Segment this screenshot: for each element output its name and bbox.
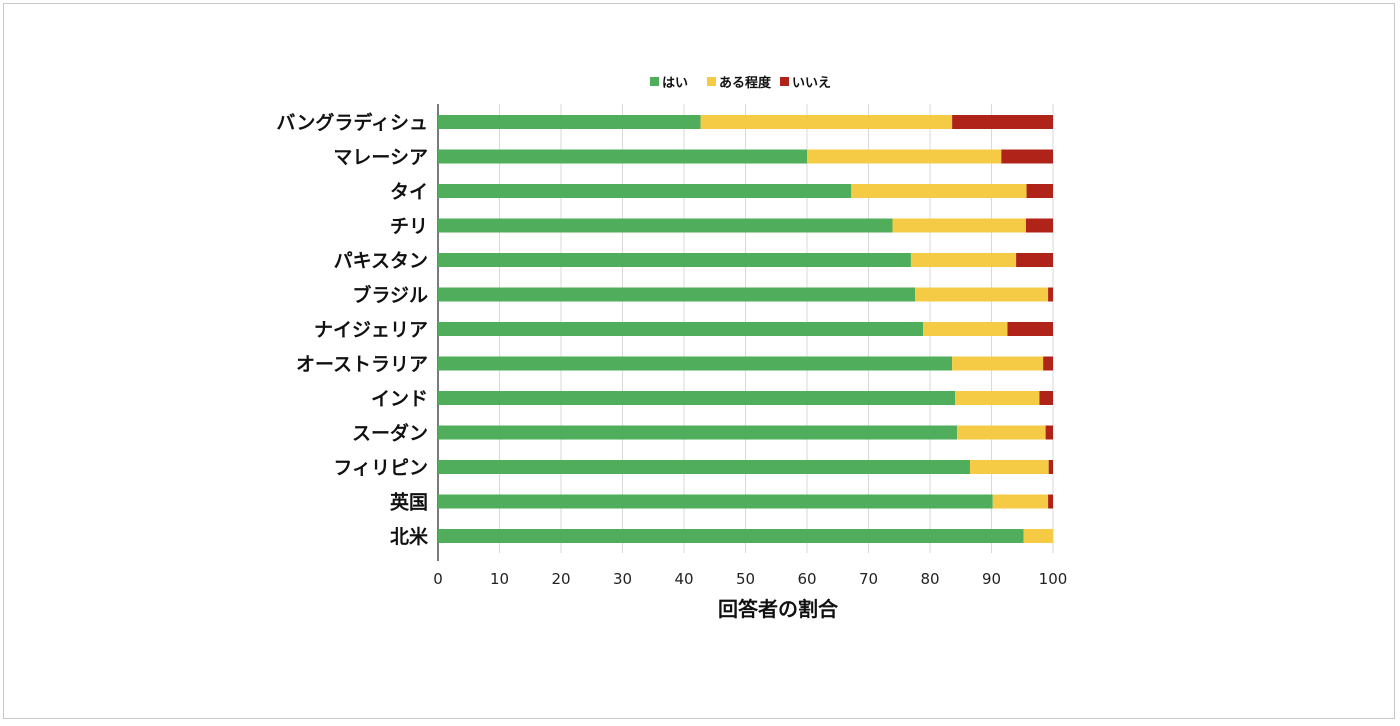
y-category-label: ブラジル <box>352 284 428 307</box>
y-category-label: 北米 <box>390 525 429 548</box>
bar-segment <box>1048 460 1053 474</box>
y-category-label: 英国 <box>390 491 428 514</box>
legend-swatch <box>650 77 659 86</box>
bar-segment <box>438 529 1024 543</box>
bar-segment <box>952 115 1053 129</box>
x-axis-title: 回答者の割合 <box>718 597 839 621</box>
bar-segment <box>1016 253 1053 267</box>
bar-segment <box>969 460 1049 474</box>
bar-segment <box>851 184 1027 198</box>
x-tick-label: 50 <box>736 570 755 588</box>
bar-segment <box>952 356 1044 371</box>
bar-segment <box>438 149 807 164</box>
bar-segment <box>438 425 958 440</box>
y-category-label: バングラディシュ <box>276 111 428 134</box>
bar-segment <box>438 253 911 267</box>
x-tick-label: 30 <box>613 570 632 588</box>
x-tick-label: 40 <box>674 570 693 588</box>
y-category-label: フィリピン <box>333 457 428 479</box>
bar-segment <box>438 391 956 405</box>
legend-label: はい <box>662 76 688 91</box>
bar-segment <box>438 322 924 336</box>
y-category-label: タイ <box>390 181 428 203</box>
bar-segment <box>438 287 916 302</box>
x-tick-label: 60 <box>797 570 816 588</box>
bar-segment <box>1007 322 1053 336</box>
x-tick-label: 80 <box>920 570 939 588</box>
x-tick-label: 90 <box>982 570 1001 588</box>
y-category-label: パキスタン <box>334 250 428 272</box>
legend-swatch <box>780 77 789 86</box>
legend-label: ある程度 <box>719 75 772 91</box>
bar-segment <box>438 460 970 474</box>
bar-segment <box>915 287 1049 302</box>
y-category-label: オーストラリア <box>296 354 428 376</box>
chart-frame <box>3 3 1395 719</box>
x-tick-label: 20 <box>551 570 570 588</box>
bar-segment <box>1039 391 1053 405</box>
bar-segment <box>700 115 953 129</box>
bar-segment <box>1045 425 1053 440</box>
bar-segment <box>992 494 1049 509</box>
bar-segment <box>438 356 953 371</box>
bar-segment <box>438 218 893 233</box>
bar-segment <box>438 115 701 129</box>
bar-segment <box>1025 218 1053 233</box>
y-category-label: マレーシア <box>333 147 428 169</box>
y-category-label: ナイジェリア <box>314 319 428 341</box>
y-category-label: インド <box>371 388 428 410</box>
x-tick-label: 10 <box>490 570 509 588</box>
bar-segment <box>1023 529 1053 543</box>
bar-segment <box>892 218 1026 233</box>
bar-segment <box>807 149 1002 164</box>
legend-swatch <box>707 77 716 86</box>
x-tick-label: 100 <box>1039 570 1068 588</box>
legend-label: いいえ <box>792 76 831 91</box>
bar-segment <box>910 253 1017 267</box>
x-tick-label: 70 <box>859 570 878 588</box>
bar-segment <box>438 494 993 509</box>
bar-segment <box>955 391 1040 405</box>
y-category-label: チリ <box>390 216 428 238</box>
bar-segment <box>923 322 1008 336</box>
bar-segment <box>438 184 852 198</box>
y-category-label: スーダン <box>352 422 428 445</box>
bar-segment <box>1048 494 1053 509</box>
bar-segment <box>1048 287 1053 302</box>
x-tick-label: 0 <box>433 570 443 588</box>
bar-segment <box>1001 149 1053 164</box>
bar-segment <box>1043 356 1053 371</box>
bar-segment <box>957 425 1046 440</box>
bar-segment <box>1026 184 1053 198</box>
